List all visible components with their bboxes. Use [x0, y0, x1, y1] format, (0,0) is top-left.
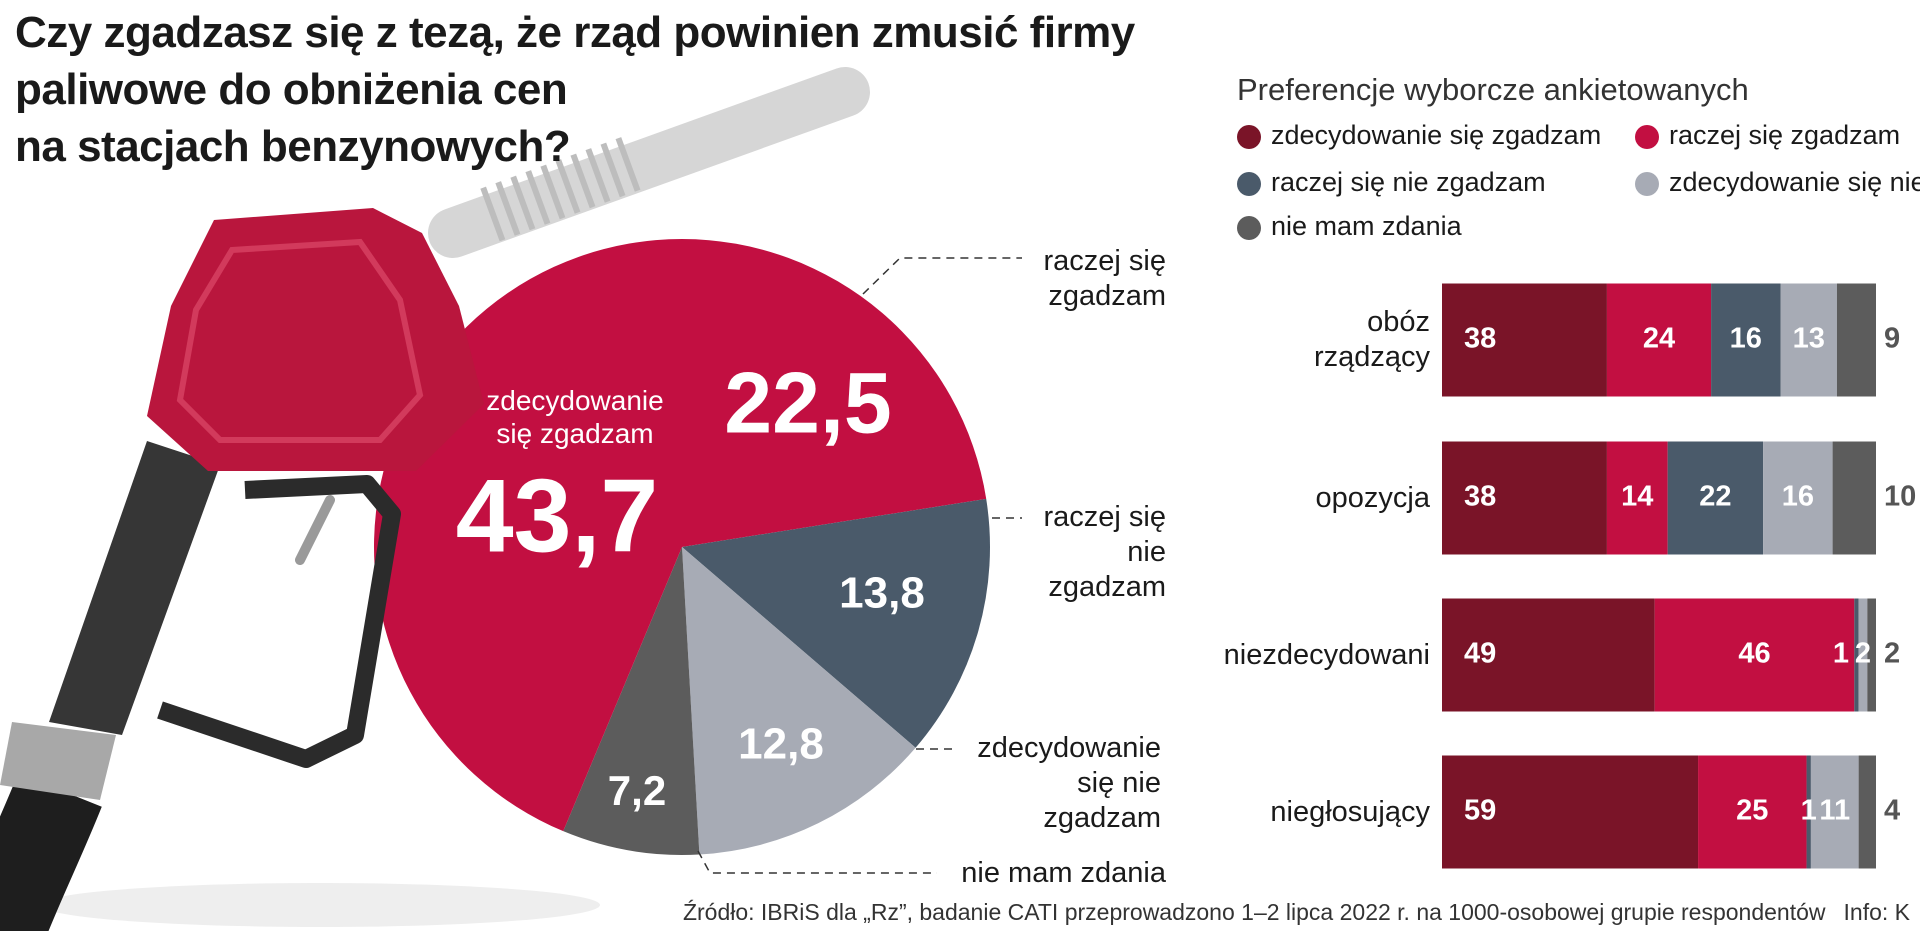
pie-slice — [682, 498, 990, 748]
bar-value-label: 9 — [1884, 323, 1900, 355]
legend-label: zdecydowanie się zgadzam — [1271, 120, 1601, 150]
bar-segment — [1698, 755, 1807, 869]
bar-segment — [1606, 283, 1712, 397]
bar-segment — [1780, 283, 1837, 397]
leader-line — [862, 257, 1022, 295]
spout-ribs — [480, 133, 650, 242]
bar-segment — [1867, 598, 1876, 712]
title: Czy zgadzasz się z tezą, że rząd powinie… — [15, 4, 1315, 181]
footer: Źródło: IBRiS dla „Rz”, badanie CATI prz… — [683, 898, 1910, 926]
legend-label: raczej się zgadzam — [1669, 120, 1900, 150]
bar-value-label: 16 — [1782, 481, 1814, 513]
pie-value-label: 22,5 — [724, 356, 891, 452]
hose — [0, 773, 102, 931]
bar-segment — [1606, 441, 1668, 555]
pie-category-label: raczej się nie zgadzam — [1043, 501, 1167, 603]
bar-segment — [1763, 441, 1833, 555]
bar-value-label: 59 — [1464, 795, 1496, 827]
bar-value-label: 1 — [1801, 795, 1817, 827]
bar-value-label: 14 — [1621, 481, 1653, 513]
pie-category-label: zdecydowanie się zgadzam — [486, 385, 664, 449]
pie-slice — [682, 239, 987, 547]
bar-value-label: 2 — [1855, 638, 1871, 670]
bar-value-label: 22 — [1699, 481, 1731, 513]
nozzle-outline — [176, 238, 424, 443]
collar — [0, 722, 116, 800]
bar-segment — [1667, 441, 1764, 555]
bar-value-label: 49 — [1464, 638, 1496, 670]
bar-segment — [1806, 755, 1811, 869]
category-label: niezdecydowani — [1223, 638, 1430, 671]
bar-value-label: 11 — [1819, 795, 1850, 827]
legend-label: zdecydowanie się nie zgadzam — [1669, 167, 1920, 197]
legend-marker — [1635, 125, 1659, 149]
legend-marker — [1237, 125, 1261, 149]
bar-segment — [1810, 755, 1859, 869]
bar-value-label: 10 — [1884, 481, 1916, 513]
bar-segment — [1836, 283, 1876, 397]
bar-segment — [1442, 283, 1607, 397]
pie-slice — [563, 547, 700, 856]
title-text: Czy zgadzasz się z tezą, że rząd powinie… — [15, 8, 1135, 171]
legend-title: Preferencje wyborcze ankietowanych — [1237, 72, 1749, 107]
legend-marker — [1237, 172, 1261, 196]
bar-value-label: 25 — [1736, 795, 1768, 827]
pie-value-label: 13,8 — [839, 569, 925, 618]
legend-marker — [1237, 216, 1261, 240]
pie — [374, 239, 990, 856]
legend-label: nie mam zdania — [1271, 211, 1463, 241]
bar-segment — [1832, 441, 1876, 555]
grip — [49, 441, 220, 735]
bar-segment — [1442, 598, 1655, 712]
credit: Info: K — [1843, 899, 1910, 925]
pie-value-label: 12,8 — [738, 720, 824, 769]
source: Źródło: IBRiS dla „Rz”, badanie CATI prz… — [682, 899, 1826, 925]
bar-value-label: 46 — [1738, 638, 1770, 670]
shadow — [40, 883, 600, 927]
bar-segment — [1442, 441, 1607, 555]
bar-value-label: 13 — [1793, 323, 1825, 355]
bar-value-label: 2 — [1884, 638, 1900, 670]
bar-segment — [1858, 755, 1876, 869]
spout — [428, 67, 870, 258]
category-label: obóz rządzący — [1313, 306, 1430, 373]
bar-value-label: 24 — [1643, 323, 1675, 355]
pie-category-label: nie mam zdania — [961, 857, 1166, 889]
category-label: niegłosujący — [1270, 795, 1430, 828]
category-label: opozycja — [1315, 481, 1430, 514]
bar-segment — [1654, 598, 1855, 712]
bar-value-label: 1 — [1833, 638, 1849, 670]
bar-segment — [1442, 755, 1699, 869]
leader-line — [697, 850, 937, 874]
legend-marker — [1635, 172, 1659, 196]
pie-category-label: zdecydowanie się nie zgadzam — [977, 732, 1161, 834]
trigger-guard — [157, 475, 401, 768]
bar-segment — [1858, 598, 1868, 712]
bar-value-label: 38 — [1464, 323, 1496, 355]
pie-category-label: raczej się zgadzam — [1043, 245, 1167, 312]
legend-label: raczej się nie zgadzam — [1271, 167, 1546, 197]
nozzle-body — [147, 208, 484, 471]
pie-slice — [682, 547, 916, 855]
trigger — [295, 495, 335, 565]
bar-segment — [1711, 283, 1781, 397]
bar-value-label: 16 — [1730, 323, 1762, 355]
pie-value-label: 7,2 — [608, 767, 666, 814]
fuel-pump-illustration — [0, 67, 870, 931]
leader-lines — [697, 257, 1022, 874]
bar-segment — [1854, 598, 1859, 712]
pie-value-label: 43,7 — [456, 458, 658, 574]
bar-value-label: 38 — [1464, 481, 1496, 513]
bar-value-label: 4 — [1884, 795, 1900, 827]
